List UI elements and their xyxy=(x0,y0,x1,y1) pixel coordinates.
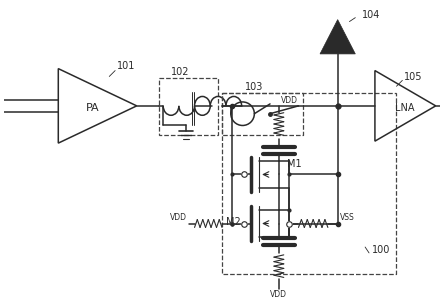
Bar xyxy=(222,93,396,274)
Polygon shape xyxy=(320,20,355,54)
Text: VSS: VSS xyxy=(340,212,354,221)
Text: M1: M1 xyxy=(287,159,301,169)
Bar xyxy=(222,93,303,135)
Text: VDD: VDD xyxy=(170,212,187,221)
Text: 103: 103 xyxy=(245,82,263,92)
Text: VDD: VDD xyxy=(281,96,298,105)
Bar xyxy=(159,78,218,135)
Text: VDD: VDD xyxy=(270,290,287,299)
Text: M2: M2 xyxy=(226,218,241,227)
Text: 102: 102 xyxy=(171,67,190,76)
Text: LNA: LNA xyxy=(395,103,414,113)
Text: 100: 100 xyxy=(372,245,390,255)
Text: PA: PA xyxy=(86,103,99,113)
Text: 101: 101 xyxy=(117,61,135,70)
Text: 104: 104 xyxy=(362,10,381,20)
Text: 105: 105 xyxy=(404,72,423,82)
